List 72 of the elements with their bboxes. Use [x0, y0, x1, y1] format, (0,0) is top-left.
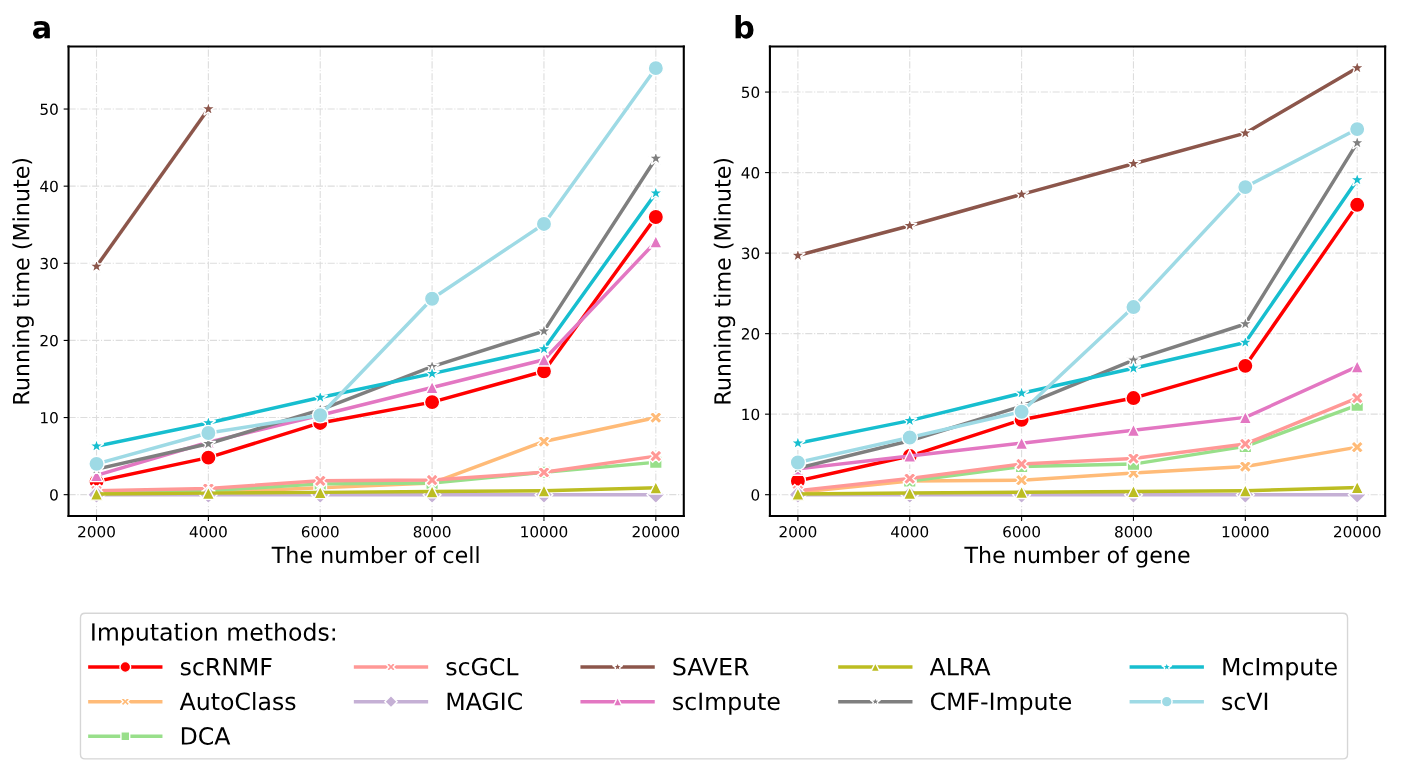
x-tick-label: 20000: [632, 526, 680, 538]
legend-label: MAGIC: [447, 692, 522, 711]
point: [647, 208, 665, 226]
point: [200, 424, 217, 442]
point: [1125, 298, 1142, 316]
point: [1125, 389, 1142, 407]
x-axis-title: The number of gene: [964, 546, 1190, 568]
y-tick-label: 40: [40, 180, 58, 193]
x-tick-label: 4000: [891, 526, 929, 538]
legend-label: scGCL: [446, 657, 519, 676]
point: [1350, 359, 1365, 374]
x-tick-label: 6000: [301, 526, 339, 538]
point: [423, 290, 441, 308]
point: [423, 393, 441, 411]
point: [647, 59, 665, 77]
point: [648, 234, 663, 249]
point: [1126, 484, 1141, 499]
y-tick-label: 10: [742, 408, 760, 421]
point: [1350, 391, 1365, 406]
legend-label: CMF-Impute: [930, 692, 1072, 715]
x-axis-title: The number of cell: [271, 546, 479, 564]
y-axis-title: Running time (Minute): [713, 158, 736, 404]
legend-label: scImpute: [673, 692, 780, 715]
point: [1126, 423, 1141, 438]
legend-label: McImpute: [1223, 658, 1337, 681]
y-tick-label: 40: [741, 167, 760, 179]
point: [1350, 480, 1365, 495]
point: [88, 455, 105, 473]
y-axis-title: Running time (Minute): [12, 158, 34, 404]
point: [1238, 483, 1253, 498]
legend-title: Imputation methods:: [92, 622, 335, 646]
x-tick-label: 4000: [189, 526, 227, 538]
x-tick-label: 10000: [1222, 526, 1269, 538]
point: [535, 215, 553, 233]
y-tick-label: 20: [741, 328, 760, 340]
point: [789, 454, 807, 471]
x-tick-label: 6000: [1003, 526, 1041, 538]
point: [1014, 436, 1029, 451]
legend-label: AutoClass: [179, 691, 296, 711]
x-tick-label: 8000: [1115, 526, 1152, 538]
point: [1013, 403, 1030, 421]
point: [1348, 120, 1366, 138]
x-tick-label: 20000: [1334, 526, 1381, 538]
point: [1236, 357, 1254, 375]
x-tick-label: 10000: [521, 526, 568, 538]
chart-title: a: [32, 21, 50, 39]
point: [648, 449, 663, 464]
y-tick-label: 0: [751, 489, 760, 501]
y-tick-label: 0: [50, 489, 58, 501]
legend-label: DCA: [181, 727, 231, 745]
x-tick-label: 2000: [78, 526, 115, 538]
y-tick-label: 50: [741, 86, 760, 99]
chart-title: b: [735, 15, 754, 39]
point: [648, 480, 663, 495]
y-tick-label: 30: [741, 247, 760, 260]
legend-label: scRNMF: [180, 658, 272, 676]
y-tick-label: 20: [40, 334, 58, 347]
y-tick-label: 30: [40, 257, 58, 270]
legend-label: scVI: [1222, 692, 1268, 711]
x-tick-label: 2000: [779, 526, 817, 538]
legend-label: ALRA: [929, 658, 991, 676]
point: [1238, 410, 1253, 425]
point: [200, 100, 217, 116]
point: [200, 449, 217, 466]
legend-label: SAVER: [673, 657, 749, 676]
x-tick-label: 8000: [413, 526, 451, 538]
point: [312, 389, 329, 405]
y-tick-label: 50: [40, 103, 58, 116]
point: [1348, 196, 1366, 214]
point: [537, 352, 551, 367]
point: [1236, 178, 1254, 196]
y-tick-label: 10: [41, 412, 58, 424]
